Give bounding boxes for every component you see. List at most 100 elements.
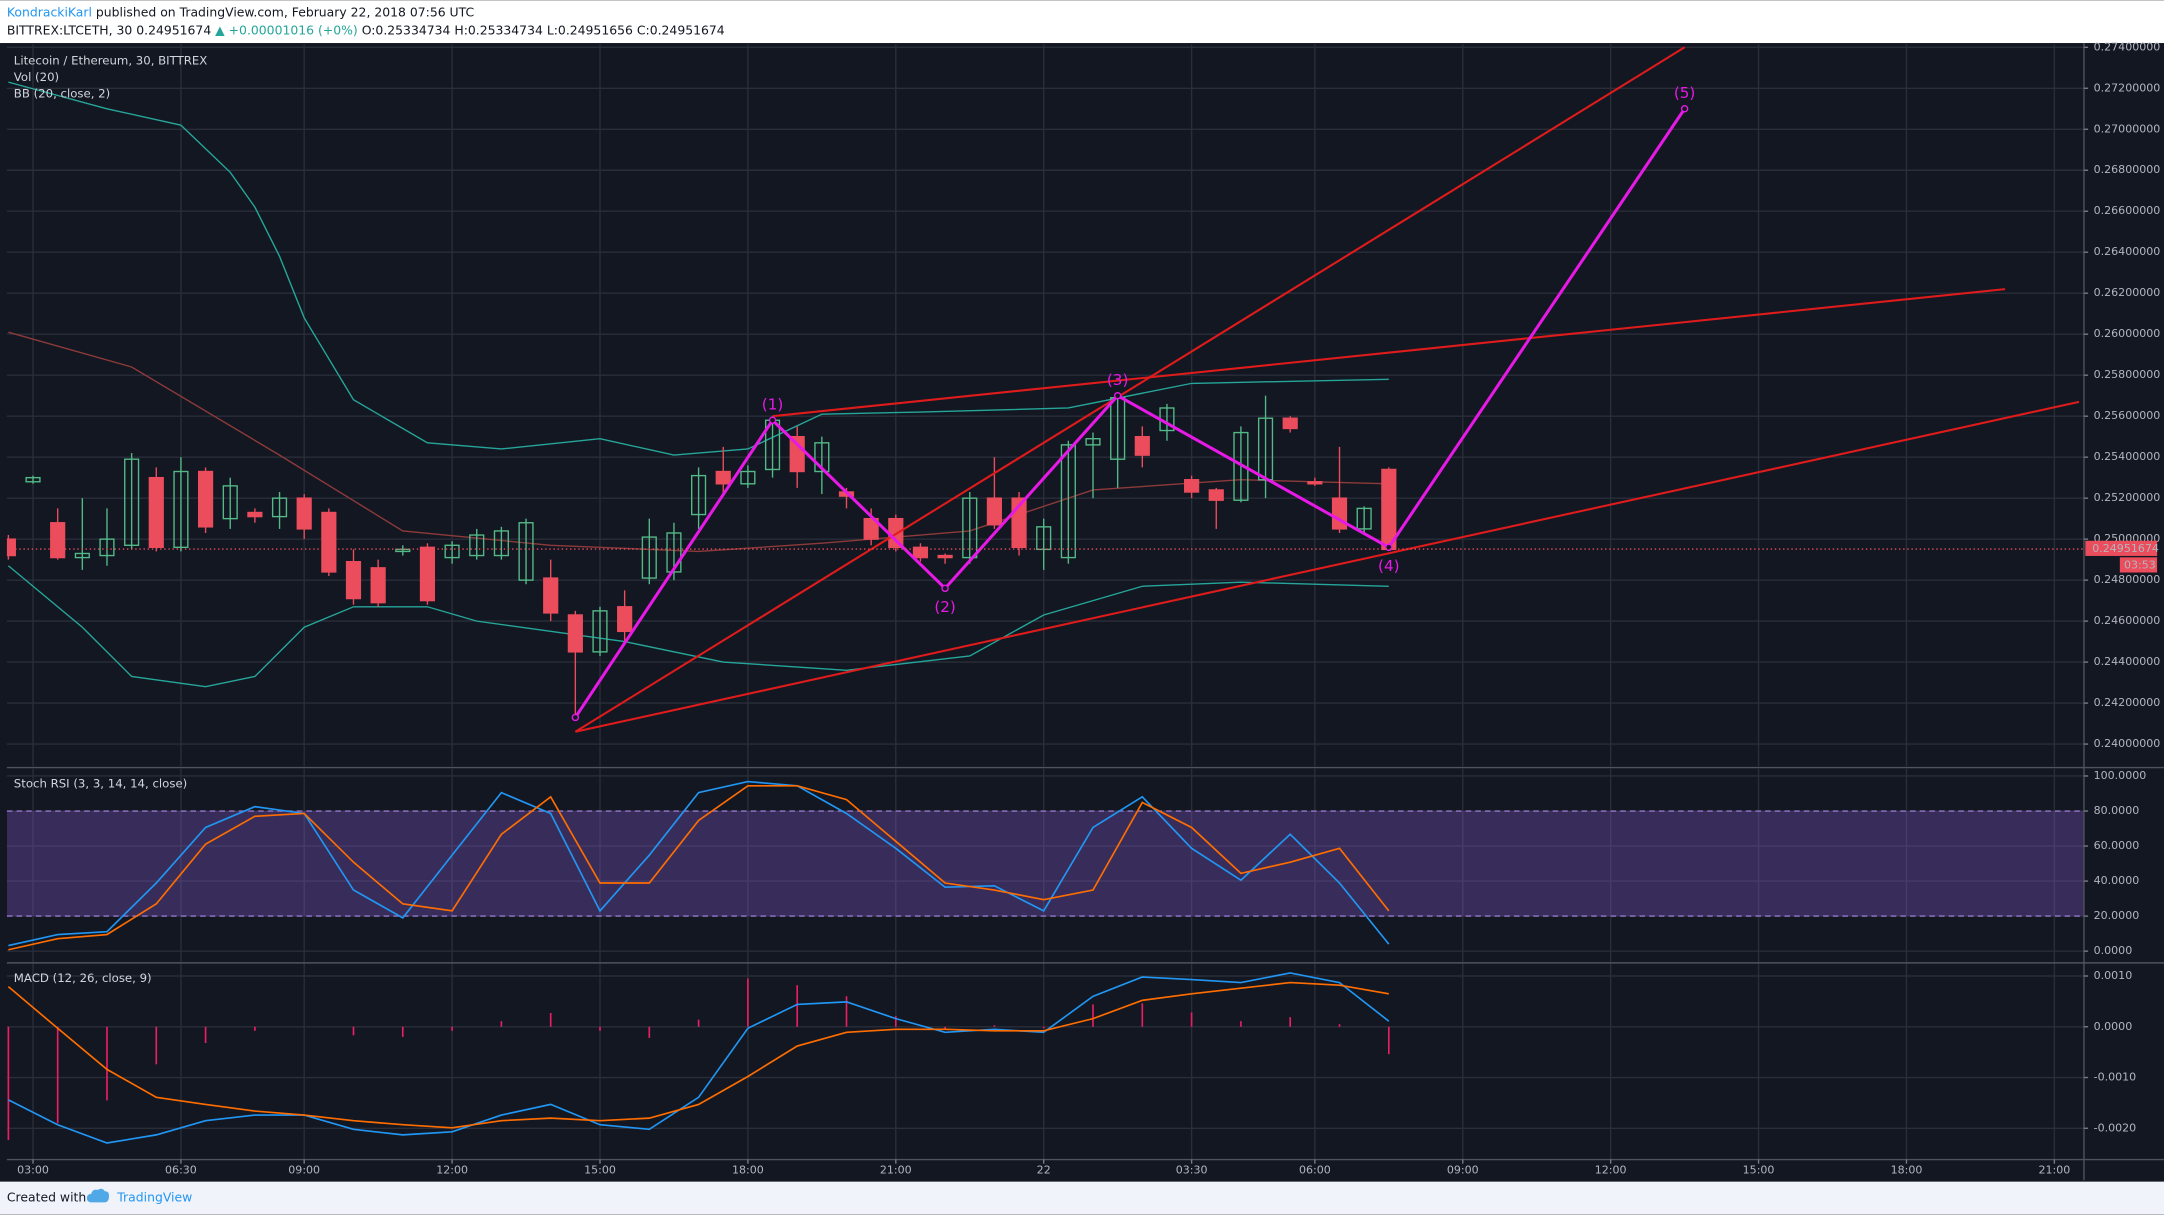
- wave-point: [1113, 391, 1122, 400]
- series-line: [8, 784, 1390, 951]
- candle-body: [1208, 489, 1224, 501]
- wave-label: (1): [762, 396, 784, 414]
- open: O:0.25334734: [362, 22, 451, 37]
- y-tick-label: 0.24000000: [2094, 737, 2161, 750]
- countdown-label: 03:53: [2124, 559, 2156, 572]
- pane-title: Stoch RSI (3, 3, 14, 14, close): [14, 777, 187, 791]
- y-tick-label: 0.25200000: [2094, 491, 2161, 504]
- x-tick-label: 03:30: [1176, 1164, 1208, 1177]
- last-price-tag: [2085, 540, 2158, 556]
- grid: [6, 44, 2084, 1160]
- candle-body: [592, 610, 608, 653]
- indicator-label: BB (20, close, 2): [14, 87, 110, 101]
- x-tick-label: 12:00: [436, 1164, 468, 1177]
- y-tick-label: 0.26800000: [2094, 163, 2161, 176]
- candle-body: [1085, 438, 1101, 446]
- y-tick-label: 0.24400000: [2094, 655, 2161, 668]
- candle-body: [6, 538, 16, 557]
- header-line-2: BITTREX:LTCETH, 30 0.24951674 ▲ +0.00001…: [7, 22, 725, 37]
- x-tick-label: 15:00: [1743, 1164, 1775, 1177]
- y-tick-label: -0.0020: [2094, 1121, 2137, 1134]
- x-tick-label: 18:00: [1891, 1164, 1923, 1177]
- candle-body: [493, 530, 509, 557]
- x-tick-label: 18:00: [732, 1164, 764, 1177]
- countdown-tag: [2119, 557, 2158, 573]
- symbol: BITTREX:LTCETH, 30: [7, 22, 132, 37]
- y-tick-label: 0.0010: [2094, 969, 2133, 982]
- x-tick-label: 22: [1037, 1164, 1051, 1177]
- wave-label: (4): [1378, 557, 1400, 575]
- axes: 03:00 06:30 09:00 12:00 15:00 18:00 21:00 22 03:…: [6, 40, 2164, 1181]
- y-tick-label: -0.0010: [2094, 1071, 2137, 1084]
- candle-body: [345, 560, 362, 600]
- wave-label: (3): [1107, 371, 1129, 389]
- candle-body: [419, 546, 436, 602]
- y-tick-label: 0.24800000: [2094, 573, 2161, 586]
- footer-brand[interactable]: TradingView: [116, 1190, 192, 1205]
- candle-body: [740, 470, 756, 485]
- y-tick-label: 40.0000: [2094, 874, 2140, 887]
- x-tick-label: 06:00: [1299, 1164, 1331, 1177]
- candle-body: [1060, 444, 1076, 559]
- pane-title: MACD (12, 26, close, 9): [14, 971, 152, 985]
- bollinger-band: [8, 331, 1389, 553]
- y-tick-label: 0.26200000: [2094, 286, 2161, 299]
- candle-body: [1307, 481, 1323, 485]
- x-tick-label: 21:00: [880, 1164, 912, 1177]
- series-line: [8, 780, 1390, 947]
- elliott-wave: [574, 107, 1686, 719]
- candle-body: [99, 538, 115, 557]
- bollinger-band: [7, 565, 1389, 688]
- wave-point: [1680, 105, 1689, 113]
- y-tick-label: 0.26600000: [2094, 204, 2161, 217]
- candle-body: [912, 546, 929, 559]
- wave-point: [768, 416, 777, 425]
- y-tick-label: 0.27200000: [2094, 81, 2161, 94]
- candle-body: [567, 614, 583, 653]
- bollinger-band: [8, 81, 1389, 456]
- close: C:0.24951674: [637, 22, 725, 37]
- y-tick-label: 0.27400000: [2094, 40, 2161, 53]
- price: 0.24951674: [136, 22, 211, 37]
- candle-body: [1233, 431, 1249, 501]
- high: H:0.25334734: [454, 22, 543, 37]
- x-tick-label: 12:00: [1595, 1164, 1627, 1177]
- chart-title: Litecoin / Ethereum, 30, BITTREX: [14, 53, 208, 67]
- x-tick-label: 09:00: [1447, 1164, 1479, 1177]
- candle-body: [617, 606, 633, 633]
- y-tick-label: 20.0000: [2094, 909, 2140, 922]
- published: published on TradingView.com, February 2…: [96, 4, 474, 19]
- x-tick-label: 21:00: [2038, 1164, 2070, 1177]
- y-tick-label: 0.27000000: [2094, 122, 2161, 135]
- wave-label: (5): [1674, 84, 1696, 102]
- y-tick-label: 0.0000: [2094, 944, 2133, 957]
- candle-body: [222, 485, 238, 520]
- tradingview-logo[interactable]: [86, 1188, 110, 1203]
- candle-body: [1356, 507, 1372, 530]
- x-tick-label: 09:00: [288, 1164, 320, 1177]
- candle-body: [1282, 417, 1298, 430]
- y-tick-label: 0.24600000: [2094, 614, 2161, 627]
- candle-body: [962, 497, 978, 559]
- candle-body: [25, 476, 41, 483]
- candle-body: [518, 522, 534, 581]
- candle-body: [124, 458, 140, 546]
- y-tick-label: 0.24200000: [2094, 696, 2161, 709]
- candle-body: [666, 532, 682, 573]
- candle-body: [937, 554, 953, 559]
- y-tick-label: 0.26400000: [2094, 245, 2161, 258]
- y-tick-label: 80.0000: [2094, 804, 2140, 817]
- candle-body: [50, 522, 66, 559]
- wave-point: [941, 584, 949, 593]
- macd-pane: [7, 972, 1390, 1144]
- x-tick-label: 15:00: [584, 1164, 616, 1177]
- y-tick-label: 60.0000: [2094, 839, 2140, 852]
- y-tick-label: 0.26000000: [2094, 327, 2161, 340]
- candle-body: [271, 497, 288, 518]
- indicator-label: Vol (20): [14, 70, 59, 84]
- candle-body: [197, 470, 214, 528]
- candle-body: [370, 567, 386, 604]
- candle-body: [641, 536, 657, 579]
- author[interactable]: KondrackiKarl: [7, 4, 92, 19]
